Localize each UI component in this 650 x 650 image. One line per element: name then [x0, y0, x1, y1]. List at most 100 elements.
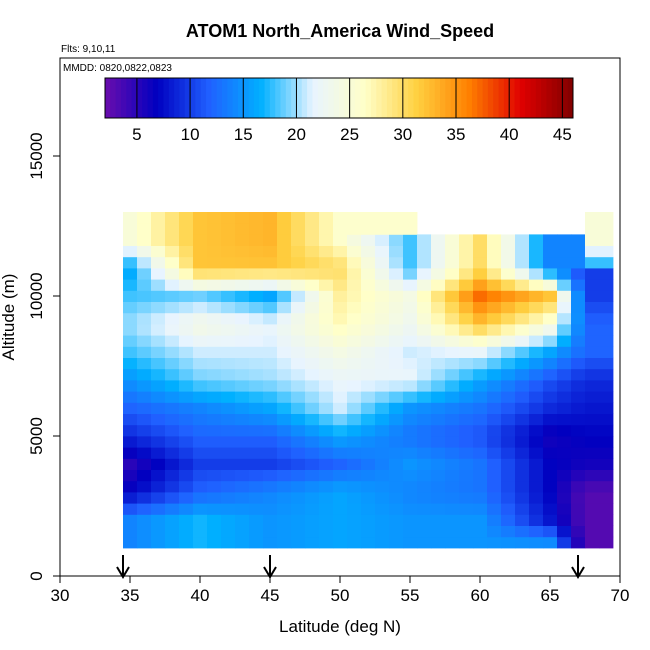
heatmap-cell — [165, 424, 180, 437]
heatmap-cell — [473, 312, 488, 325]
heatmap-cell — [151, 413, 166, 426]
heatmap-cell — [179, 256, 194, 269]
colorbar-segment — [195, 78, 202, 118]
heatmap-cell — [277, 469, 292, 482]
heatmap-cell — [431, 324, 446, 336]
heatmap-cell — [151, 536, 166, 549]
heatmap-cell — [543, 469, 558, 482]
heatmap-cell — [305, 268, 320, 280]
heatmap-cell — [319, 312, 334, 325]
heatmap-cell — [305, 223, 320, 235]
heatmap-cell — [347, 413, 362, 426]
colorbar-segment — [429, 78, 436, 118]
heatmap-cell — [473, 525, 488, 538]
heatmap-cell — [165, 402, 180, 414]
heatmap-cell — [459, 346, 474, 358]
heatmap-cell — [207, 335, 222, 347]
heatmap-cell — [585, 503, 600, 515]
heatmap-cell — [515, 503, 530, 515]
heatmap-cell — [375, 324, 390, 336]
heatmap-cell — [333, 413, 348, 426]
heatmap-cell — [319, 525, 334, 538]
heatmap-cell — [585, 324, 600, 336]
colorbar-segment — [498, 78, 505, 118]
heatmap-cell — [151, 424, 166, 437]
colorbar-segment — [131, 78, 138, 118]
heatmap-cell — [459, 492, 474, 504]
heatmap-cell — [501, 424, 516, 437]
heatmap-cell — [235, 279, 250, 291]
heatmap-cell — [319, 424, 334, 437]
heatmap-cell — [599, 346, 614, 358]
heatmap-cell — [417, 503, 432, 515]
heatmap-cell — [193, 335, 208, 347]
heatmap-cell — [473, 380, 488, 392]
heatmap-cell — [319, 503, 334, 515]
heatmap-cell — [431, 380, 446, 392]
heatmap-cell — [193, 357, 208, 370]
colorbar-segment — [136, 78, 143, 118]
heatmap-cell — [557, 514, 572, 526]
chart-title: ATOM1 North_America Wind_Speed — [186, 21, 494, 41]
heatmap-cell — [487, 368, 502, 381]
heatmap-cell — [123, 312, 138, 325]
heatmap-cell — [123, 413, 138, 426]
heatmap-cell — [557, 391, 572, 403]
heatmap-cell — [459, 335, 474, 347]
heatmap-cell — [599, 324, 614, 336]
heatmap-cell — [151, 324, 166, 336]
heatmap-cell — [347, 480, 362, 493]
heatmap-cell — [459, 256, 474, 269]
colorbar-tick-label: 40 — [500, 125, 519, 144]
heatmap-cell — [319, 469, 334, 482]
heatmap-cell — [347, 279, 362, 291]
heatmap-cell — [165, 234, 180, 246]
heatmap-cell — [151, 245, 166, 258]
heatmap-cell — [207, 368, 222, 381]
heatmap-cell — [585, 424, 600, 437]
heatmap-cell — [445, 514, 460, 526]
heatmap-cell — [473, 324, 488, 336]
colorbar-segment — [211, 78, 218, 118]
heatmap-cell — [585, 368, 600, 381]
colorbar-segment — [323, 78, 329, 118]
heatmap-cell — [389, 402, 404, 414]
heatmap-cell — [557, 234, 572, 246]
heatmap-cell — [347, 223, 362, 235]
heatmap-cell — [361, 223, 376, 235]
heatmap-cell — [487, 391, 502, 403]
heatmap-cell — [291, 514, 306, 526]
heatmap-cell — [319, 514, 334, 526]
heatmap-cell — [179, 391, 194, 403]
colorbar-segment — [440, 78, 446, 118]
heatmap-cell — [235, 413, 250, 426]
heatmap-cell — [529, 525, 544, 538]
heatmap-cell — [571, 525, 586, 538]
heatmap-cell — [333, 234, 348, 246]
heatmap-cell — [501, 525, 516, 538]
heatmap-cell — [291, 480, 306, 493]
heatmap-cell — [249, 436, 264, 448]
heatmap-cell — [333, 380, 348, 392]
heatmap-cell — [347, 525, 362, 538]
heatmap-cell — [473, 290, 488, 302]
heatmap-cell — [473, 492, 488, 504]
heatmap-cell — [515, 234, 530, 246]
heatmap-cell — [277, 312, 292, 325]
x-tick-label: 45 — [261, 586, 280, 605]
colorbar-segment — [450, 78, 457, 118]
heatmap-cell — [305, 324, 320, 336]
heatmap-cell — [361, 346, 376, 358]
x-tick-label: 35 — [121, 586, 140, 605]
heatmap-cell — [277, 245, 292, 258]
heatmap-cell — [571, 245, 586, 258]
heatmap-cell — [305, 279, 320, 291]
heatmap-cell — [375, 212, 390, 224]
heatmap-cell — [179, 212, 194, 224]
heatmap-cell — [501, 503, 516, 515]
heatmap-cell — [151, 391, 166, 403]
heatmap-cell — [193, 514, 208, 526]
heatmap-cell — [571, 436, 586, 448]
heatmap-cell — [165, 368, 180, 381]
heatmap-cell — [557, 301, 572, 314]
